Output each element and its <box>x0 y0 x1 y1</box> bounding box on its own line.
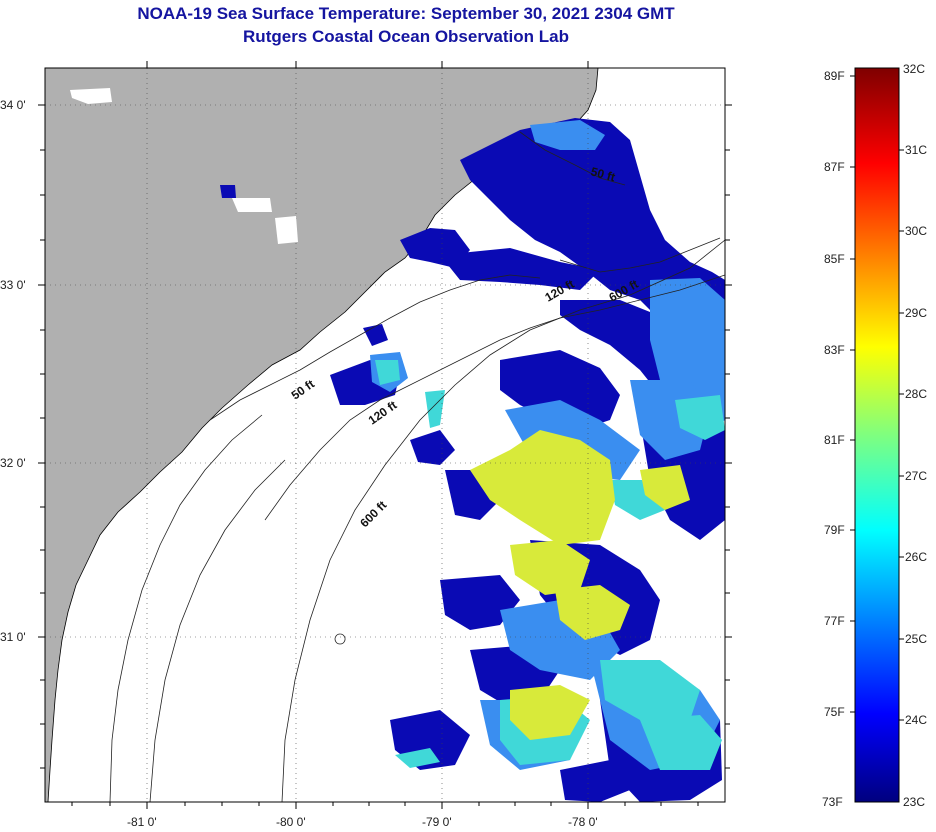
lat-label: 33 0' <box>0 278 26 292</box>
colorbar-f-label: 75F <box>824 705 845 719</box>
lat-label: 31 0' <box>0 630 26 644</box>
colorbar-f-label: 83F <box>824 343 845 357</box>
temperature-colorbar: 89F 87F 85F 83F 81F 79F 77F 75F 73F 32C … <box>822 62 927 809</box>
lon-label: -78 0' <box>568 815 598 829</box>
colorbar-c-label: 28C <box>905 387 927 401</box>
colorbar-c-label: 25C <box>905 632 927 646</box>
colorbar-c-label: 27C <box>905 469 927 483</box>
colorbar-c-label: 29C <box>905 306 927 320</box>
graticule <box>45 68 725 802</box>
colorbar-c-label: 32C <box>903 62 925 76</box>
colorbar-c-label: 30C <box>905 224 927 238</box>
colorbar-f-label: 73F <box>822 795 843 809</box>
isobath-lines <box>109 131 725 802</box>
lon-label: -79 0' <box>422 815 452 829</box>
isobath-label: 50 ft <box>589 164 616 184</box>
sst-warm-patches <box>470 430 690 740</box>
colorbar-c-label: 23C <box>903 795 925 809</box>
colorbar-f-label: 81F <box>824 433 845 447</box>
colorbar-f-label: 87F <box>824 160 845 174</box>
map-border <box>44 67 726 803</box>
land-cloud-bits <box>70 88 298 244</box>
colorbar-f-label: 89F <box>824 69 845 83</box>
lon-label: -80 0' <box>276 815 306 829</box>
axis-ticks <box>38 61 732 809</box>
colorbar-f-label: 79F <box>824 523 845 537</box>
colorbar-gradient <box>854 67 900 803</box>
colorbar-f-label: 85F <box>824 252 845 266</box>
lon-label: -81 0' <box>127 815 157 829</box>
map-subtitle: Rutgers Coastal Ocean Observation Lab <box>243 27 569 46</box>
map-title: NOAA-19 Sea Surface Temperature: Septemb… <box>137 4 675 23</box>
colorbar-c-label: 24C <box>905 713 927 727</box>
colorbar-c-label: 26C <box>905 550 927 564</box>
lat-label: 32 0' <box>0 456 26 470</box>
map-area: 50 ft 120 ft 600 ft 50 ft 120 ft 600 ft <box>45 68 725 802</box>
lat-label: 34 0' <box>0 98 26 112</box>
colorbar-f-label: 77F <box>824 614 845 628</box>
colorbar-c-label: 31C <box>905 143 927 157</box>
colorbar-ticks <box>850 75 904 721</box>
